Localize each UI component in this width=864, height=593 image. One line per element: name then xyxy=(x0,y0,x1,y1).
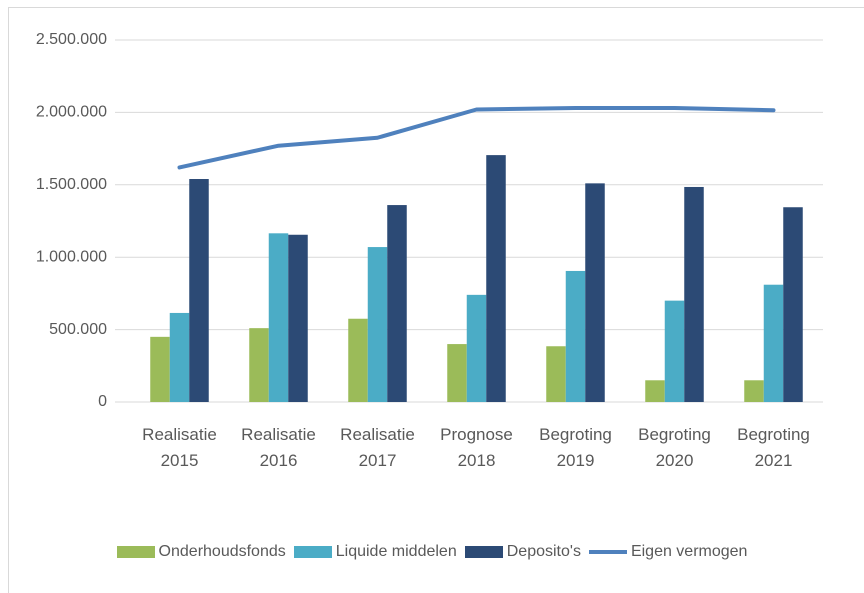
x-tick-label: Begroting 2019 xyxy=(539,425,612,470)
legend-swatch xyxy=(464,546,503,558)
bar xyxy=(744,380,764,402)
legend-label: Onderhoudsfonds xyxy=(158,543,286,560)
bar xyxy=(486,155,506,402)
legend-label: Eigen vermogen xyxy=(630,543,748,560)
chart-frame xyxy=(8,7,864,593)
legend-item: Eigen vermogen xyxy=(588,543,748,561)
y-tick-label: 1.000.000 xyxy=(36,248,107,265)
bar xyxy=(189,179,209,402)
x-tick-label: Begroting 2020 xyxy=(638,425,711,470)
y-tick-label: 2.500.000 xyxy=(36,31,107,48)
bar xyxy=(268,233,289,402)
legend-swatch xyxy=(116,546,155,558)
bar xyxy=(546,346,566,402)
y-tick-label: 2.000.000 xyxy=(36,104,107,121)
legend-item: Deposito's xyxy=(464,543,581,561)
bar xyxy=(367,247,388,402)
bar xyxy=(684,186,704,402)
line-series xyxy=(177,106,776,170)
bar xyxy=(150,336,170,402)
legend-item: Onderhoudsfonds xyxy=(116,543,286,561)
bar xyxy=(763,284,784,402)
bar xyxy=(348,318,368,402)
legend: Onderhoudsfonds Liquide middelen Deposito'… xyxy=(0,543,864,561)
bar xyxy=(169,312,190,402)
legend-item: Liquide middelen xyxy=(293,543,457,561)
y-tick-label: 500.000 xyxy=(49,321,107,338)
x-tick-label: Begroting 2021 xyxy=(737,425,810,470)
bar xyxy=(565,270,586,402)
x-tick-label: Prognose 2018 xyxy=(440,425,513,470)
bar xyxy=(249,328,269,402)
x-tick-label: Realisatie 2015 xyxy=(142,425,217,470)
x-tick-label: Realisatie 2017 xyxy=(340,425,415,470)
bar xyxy=(664,300,685,402)
bar xyxy=(585,183,605,402)
bar xyxy=(288,234,308,402)
bar xyxy=(447,344,467,402)
legend-label: Deposito's xyxy=(506,543,581,560)
x-tick-label: Realisatie 2016 xyxy=(241,425,316,470)
bar xyxy=(387,205,407,402)
legend-line xyxy=(588,550,627,554)
y-tick-label: 0 xyxy=(98,393,107,410)
bar xyxy=(466,294,487,402)
legend-label: Liquide middelen xyxy=(335,543,457,560)
legend-swatch xyxy=(293,546,332,558)
bar xyxy=(783,207,803,402)
bar xyxy=(645,380,665,402)
y-tick-label: 1.500.000 xyxy=(36,176,107,193)
